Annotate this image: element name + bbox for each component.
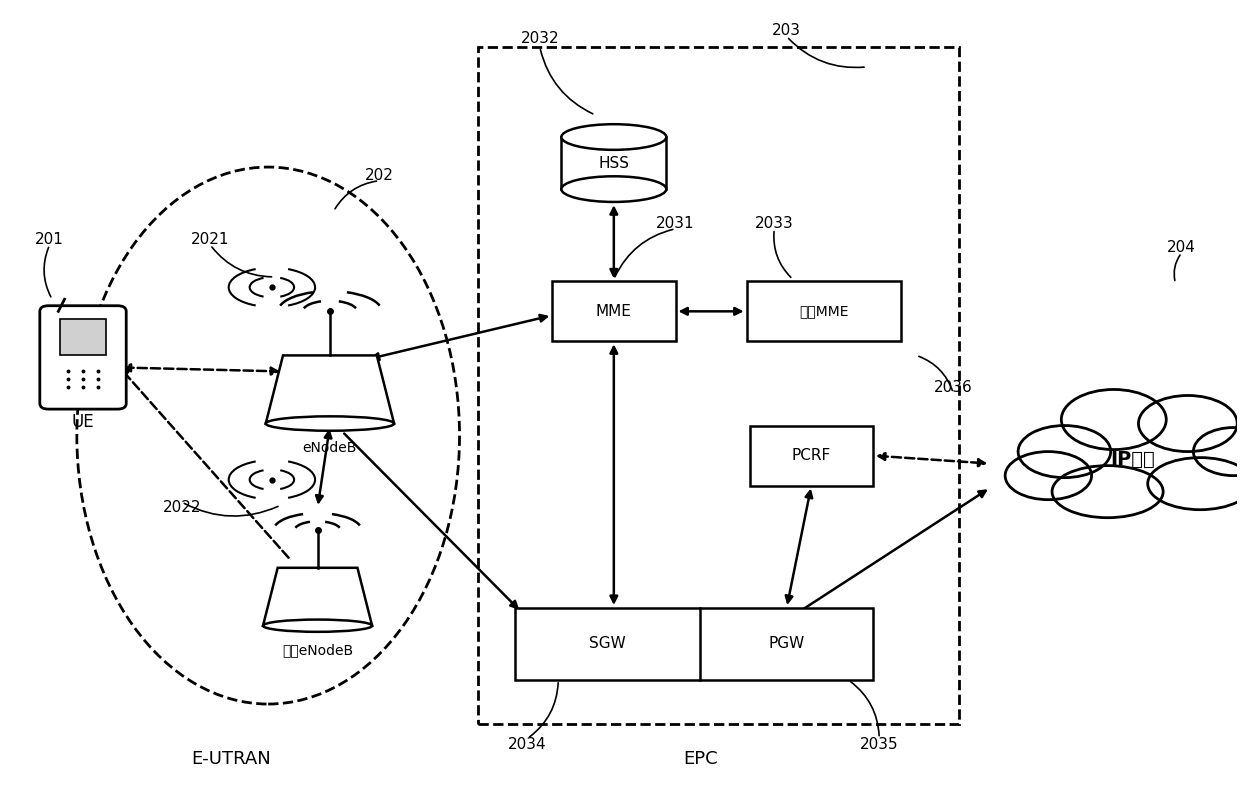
Text: 2036: 2036	[934, 380, 972, 395]
FancyBboxPatch shape	[750, 425, 873, 486]
Ellipse shape	[1193, 428, 1240, 475]
FancyBboxPatch shape	[552, 282, 676, 341]
Ellipse shape	[562, 176, 666, 202]
Text: 203: 203	[773, 23, 801, 38]
Text: 202: 202	[365, 168, 394, 182]
Text: 204: 204	[1167, 240, 1197, 255]
Ellipse shape	[1148, 458, 1240, 510]
Text: MME: MME	[596, 303, 631, 319]
Text: PCRF: PCRF	[791, 448, 831, 463]
Text: 2034: 2034	[508, 737, 547, 751]
Text: 2033: 2033	[755, 215, 794, 231]
Polygon shape	[265, 355, 394, 424]
Text: 其它MME: 其它MME	[799, 304, 848, 318]
Ellipse shape	[1006, 452, 1091, 500]
Text: 2035: 2035	[859, 737, 899, 751]
Ellipse shape	[1018, 425, 1111, 478]
Text: HSS: HSS	[599, 156, 630, 170]
Text: E-UTRAN: E-UTRAN	[191, 750, 272, 767]
Polygon shape	[263, 568, 372, 625]
FancyBboxPatch shape	[562, 137, 666, 189]
Text: 2031: 2031	[656, 215, 694, 231]
Text: 2032: 2032	[521, 31, 559, 46]
Text: 其它eNodeB: 其它eNodeB	[281, 643, 353, 658]
Text: UE: UE	[72, 413, 94, 431]
Text: PGW: PGW	[769, 637, 805, 651]
Text: 201: 201	[35, 232, 64, 247]
Text: 2021: 2021	[191, 232, 229, 247]
Ellipse shape	[562, 124, 666, 150]
FancyBboxPatch shape	[60, 320, 107, 355]
Ellipse shape	[1061, 390, 1167, 449]
Text: EPC: EPC	[683, 750, 718, 767]
Text: IP业务: IP业务	[1110, 450, 1154, 469]
Ellipse shape	[1138, 395, 1238, 452]
Ellipse shape	[1052, 466, 1163, 518]
FancyBboxPatch shape	[40, 306, 126, 409]
Ellipse shape	[263, 620, 372, 632]
FancyBboxPatch shape	[515, 608, 873, 680]
Text: 2022: 2022	[162, 500, 201, 515]
Ellipse shape	[265, 416, 394, 431]
Text: SGW: SGW	[589, 637, 626, 651]
Text: eNodeB: eNodeB	[303, 441, 357, 455]
FancyBboxPatch shape	[746, 282, 900, 341]
